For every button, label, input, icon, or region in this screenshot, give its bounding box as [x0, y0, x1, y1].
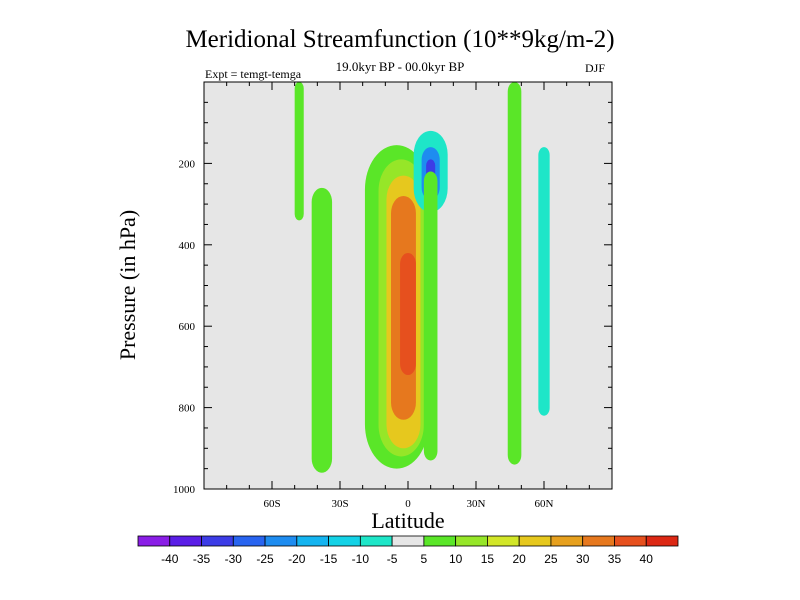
x-tick-label: 60S	[263, 498, 280, 510]
contour-region-11	[538, 147, 550, 416]
y-tick-label: 600	[179, 321, 196, 333]
colorbar-label: 10	[449, 552, 463, 566]
contour-region-12	[575, 82, 590, 298]
colorbar-swatch	[296, 535, 329, 547]
colorbar-label: 30	[576, 552, 590, 566]
y-tick-label: 1000	[173, 484, 196, 496]
colorbar-label: -40	[161, 552, 179, 566]
colorbar-swatch	[614, 535, 647, 547]
x-axis-title: Latitude	[371, 508, 444, 533]
colorbar-label: -35	[193, 552, 211, 566]
season-label: DJF	[585, 61, 606, 75]
colorbar-label: 15	[481, 552, 495, 566]
contour-region-5	[400, 252, 416, 376]
colorbar-swatch	[137, 535, 171, 547]
colorbar-swatch	[328, 535, 361, 547]
colorbar-swatch	[264, 535, 298, 547]
colorbar-swatch	[232, 535, 266, 547]
colorbar-swatch	[645, 535, 679, 547]
colorbar-swatch	[455, 535, 488, 547]
colorbar-swatch	[391, 535, 425, 547]
colorbar-swatch	[550, 535, 584, 547]
colorbar-label: 35	[608, 552, 622, 566]
colorbar: -40 -35 -30 -25 -20 -15 -10 -5 5 10 15 20 25 30 35 40	[137, 535, 679, 566]
chart-subtitle: 19.0kyr BP - 00.0kyr BP	[335, 59, 465, 74]
colorbar-swatch	[518, 535, 552, 547]
colorbar-label: -5	[387, 552, 398, 566]
colorbar-label: 5	[421, 552, 428, 566]
y-tick-label: 400	[179, 240, 196, 252]
x-tick-label: 60N	[535, 498, 554, 510]
chart-title: Meridional Streamfunction (10**9kg/m-2)	[185, 26, 615, 53]
colorbar-label: 25	[544, 552, 558, 566]
colorbar-label: 40	[640, 552, 654, 566]
colorbar-swatch	[201, 535, 234, 547]
contour-region-13	[294, 82, 304, 221]
colorbar-swatch	[582, 535, 615, 547]
colorbar-label: 20	[512, 552, 526, 566]
contour-region-16	[507, 82, 522, 465]
x-tick-label: 30S	[331, 498, 348, 510]
colorbar-label: -30	[225, 552, 243, 566]
colorbar-label: -20	[288, 552, 306, 566]
contour-region-15	[423, 171, 438, 461]
colorbar-label: -10	[352, 552, 370, 566]
contour-region-14	[311, 187, 333, 473]
colorbar-label: -15	[320, 552, 338, 566]
x-tick-label: 0	[405, 498, 411, 510]
contour-region-9	[241, 82, 258, 469]
y-axis-title: Pressure (in hPa)	[115, 210, 140, 360]
colorbar-swatch	[359, 535, 393, 547]
colorbar-swatch	[423, 535, 457, 547]
colorbar-swatch	[487, 535, 520, 547]
y-tick-label: 800	[179, 403, 196, 415]
experiment-label: Expt = temgt-temga	[205, 67, 302, 81]
y-tick-label: 200	[179, 158, 196, 170]
x-tick-label: 30N	[467, 498, 486, 510]
colorbar-label: -25	[256, 552, 274, 566]
colorbar-swatch	[169, 535, 202, 547]
